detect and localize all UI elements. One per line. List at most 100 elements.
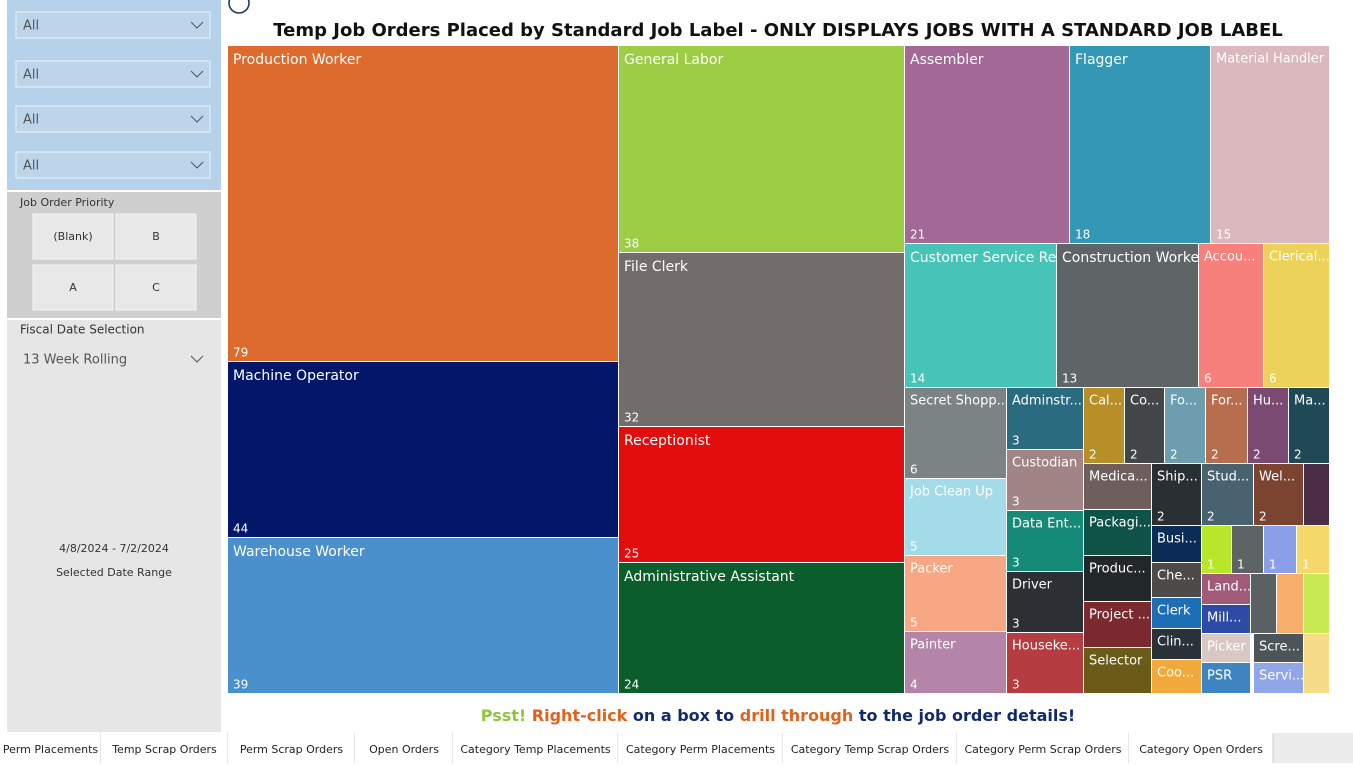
tile[interactable]: [1070, 46, 1210, 243]
treemap-tile[interactable]: PSR: [1202, 663, 1250, 693]
treemap-tile[interactable]: Picker: [1202, 634, 1250, 662]
tab-bg[interactable]: [355, 733, 453, 763]
tile[interactable]: [1202, 526, 1231, 573]
tile[interactable]: [905, 632, 1006, 693]
page-tab[interactable]: Perm Placements: [0, 733, 102, 763]
tile[interactable]: [1277, 574, 1303, 633]
priority-button[interactable]: A: [32, 264, 114, 311]
treemap-tile[interactable]: Scre...: [1254, 634, 1303, 662]
treemap-tile[interactable]: Adminstr... 3: [1007, 388, 1083, 449]
treemap-tile[interactable]: [1277, 574, 1303, 633]
treemap-tile[interactable]: Material Handler 15: [1211, 46, 1329, 243]
treemap-tile[interactable]: Clerical... 6: [1264, 244, 1330, 387]
tile[interactable]: [1152, 629, 1201, 659]
treemap-tile[interactable]: Packagi...: [1084, 510, 1151, 555]
tile[interactable]: [1202, 605, 1250, 633]
treemap-tile[interactable]: Job Clean Up 5: [905, 479, 1006, 555]
treemap-tile[interactable]: Administrative Assistant 24: [619, 563, 904, 693]
tile[interactable]: [1297, 526, 1329, 573]
treemap-tile[interactable]: Packer 5: [905, 556, 1006, 631]
tile[interactable]: [1254, 663, 1303, 693]
dropdown[interactable]: All: [15, 11, 211, 39]
tab-bg[interactable]: [1129, 733, 1273, 763]
tab-bg[interactable]: [957, 733, 1129, 763]
treemap-tile[interactable]: Stud... 2: [1202, 464, 1253, 525]
tile[interactable]: [1084, 648, 1151, 693]
treemap-tile[interactable]: Medica...: [1084, 464, 1151, 509]
fiscal-dropdown[interactable]: 13 Week Rolling: [16, 346, 210, 372]
tile[interactable]: [1007, 388, 1083, 449]
tile[interactable]: [1125, 388, 1164, 463]
treemap-tile[interactable]: For... 2: [1206, 388, 1247, 463]
treemap-tile[interactable]: Servi...: [1254, 663, 1304, 693]
treemap-tile[interactable]: Warehouse Worker 39: [228, 538, 618, 693]
treemap-tile[interactable]: Flagger 18: [1070, 46, 1210, 243]
treemap-tile[interactable]: Che...: [1152, 563, 1201, 597]
treemap-tile[interactable]: Land...: [1202, 574, 1251, 604]
treemap-tile[interactable]: Fo... 2: [1165, 388, 1205, 463]
treemap-tile[interactable]: Hu... 2: [1248, 388, 1288, 463]
treemap-tile[interactable]: Construction Worker 13: [1057, 244, 1205, 387]
tile[interactable]: [1232, 526, 1263, 573]
treemap-tile[interactable]: Houseke... 3: [1007, 633, 1083, 693]
tile[interactable]: [1211, 46, 1329, 243]
treemap-tile[interactable]: Ma... 2: [1289, 388, 1329, 463]
tile[interactable]: [1206, 388, 1247, 463]
priority-button[interactable]: (Blank): [32, 213, 114, 260]
treemap-tile[interactable]: 1: [1297, 526, 1329, 573]
info-icon[interactable]: [228, 0, 250, 14]
treemap-tile[interactable]: Selector: [1084, 648, 1151, 693]
page-tab[interactable]: Category Perm Placements: [618, 733, 784, 763]
tile[interactable]: [619, 427, 904, 562]
tile[interactable]: [905, 479, 1006, 555]
treemap-tile[interactable]: [1304, 574, 1329, 633]
treemap-tile[interactable]: Cal... 2: [1084, 388, 1124, 463]
priority-button[interactable]: B: [115, 213, 197, 260]
tile[interactable]: [905, 388, 1006, 478]
tile[interactable]: [1165, 388, 1205, 463]
tile[interactable]: [1084, 510, 1151, 555]
treemap-tile[interactable]: Ship... 2: [1152, 464, 1201, 525]
treemap-tile[interactable]: Produc...: [1084, 556, 1151, 601]
treemap-tile[interactable]: Secret Shopp... 6: [905, 388, 1009, 478]
tile[interactable]: [1152, 563, 1201, 597]
treemap-tile[interactable]: 1: [1264, 526, 1296, 573]
tile[interactable]: [1202, 574, 1250, 604]
tile[interactable]: [619, 46, 904, 252]
tile[interactable]: [619, 563, 904, 693]
tab-bg[interactable]: [101, 733, 228, 763]
page-tab[interactable]: Temp Scrap Orders: [101, 733, 229, 763]
tile[interactable]: [1304, 464, 1329, 525]
tab-bg[interactable]: [0, 733, 101, 763]
page-tab[interactable]: Category Open Orders: [1129, 733, 1274, 763]
treemap-tile[interactable]: Machine Operator 44: [228, 362, 618, 537]
tile[interactable]: [1264, 526, 1296, 573]
tile[interactable]: [1289, 388, 1329, 463]
tile[interactable]: [1152, 464, 1201, 525]
tile[interactable]: [1202, 663, 1250, 693]
dropdown[interactable]: All: [15, 151, 211, 179]
tile[interactable]: [1304, 574, 1329, 633]
tile[interactable]: [1007, 511, 1083, 571]
dropdown[interactable]: All: [15, 60, 211, 88]
tile[interactable]: [1152, 660, 1201, 693]
treemap-tile[interactable]: 1: [1202, 526, 1231, 573]
tile[interactable]: [619, 253, 904, 426]
tile[interactable]: [1199, 244, 1263, 387]
tile[interactable]: [228, 46, 618, 361]
tab-bg[interactable]: [783, 733, 957, 763]
tile[interactable]: [1007, 450, 1083, 510]
treemap-tile[interactable]: [1251, 574, 1276, 633]
treemap-tile[interactable]: Data Ent... 3: [1007, 511, 1083, 571]
tab-bg[interactable]: [228, 733, 355, 763]
priority-button[interactable]: C: [115, 264, 197, 311]
treemap-tile[interactable]: Customer Service Re... 14: [905, 244, 1070, 387]
tile[interactable]: [1057, 244, 1198, 387]
treemap-tile[interactable]: Receptionist 25: [619, 427, 904, 562]
tile[interactable]: [1304, 634, 1329, 693]
page-tab[interactable]: Perm Scrap Orders: [228, 733, 356, 763]
tile[interactable]: [905, 244, 1056, 387]
tile[interactable]: [228, 538, 618, 693]
tile[interactable]: [1202, 634, 1250, 662]
tile[interactable]: [1007, 572, 1083, 632]
